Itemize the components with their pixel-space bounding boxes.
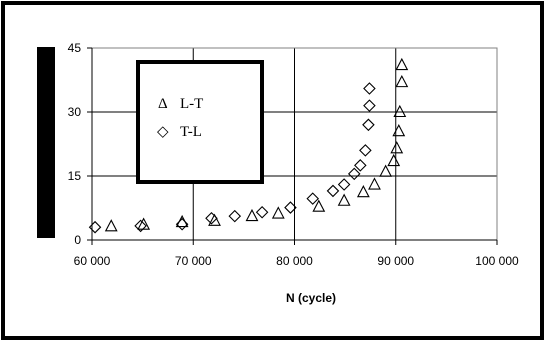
diamond-marker-tl <box>88 220 102 234</box>
triangle-marker-lt <box>175 214 189 228</box>
triangle-marker-lt <box>208 213 221 226</box>
y-axis-bar <box>37 47 55 238</box>
triangle-marker-lt <box>245 208 259 222</box>
x-tick-label: 80 000 <box>276 254 313 268</box>
legend-label-lt: L-T <box>180 96 203 112</box>
diamond-marker-tl <box>205 211 218 225</box>
legend-symbol-triangle: Δ <box>158 96 168 112</box>
axes <box>87 47 498 245</box>
triangle-marker-lt <box>395 57 409 71</box>
x-tick-label: 100 000 <box>475 254 519 268</box>
diamond-marker-tl <box>354 159 367 172</box>
y-tick-label: 30 <box>68 105 82 119</box>
legend-symbol-diamond: ◇ <box>157 124 169 140</box>
triangle-marker-lt <box>390 141 404 154</box>
triangle-marker-lt <box>312 199 326 212</box>
x-tick-label: 90 000 <box>377 254 414 268</box>
x-tick-label: 70 000 <box>175 254 212 268</box>
y-tick-label: 15 <box>68 169 82 183</box>
diamond-marker-tl <box>134 219 147 233</box>
diamond-marker-tl <box>362 118 375 132</box>
y-tick-label: 0 <box>74 233 81 247</box>
triangle-marker-lt <box>392 124 406 137</box>
diamond-marker-tl <box>306 192 320 205</box>
y-tick-labels: 0 15 30 45 <box>68 41 82 247</box>
diamond-marker-tl <box>359 144 372 157</box>
data-points <box>88 57 409 234</box>
y-tick-label: 45 <box>68 41 82 55</box>
x-tick-labels: 60 000 70 000 80 000 90 000 100 000 <box>74 254 519 268</box>
diamond-marker-tl <box>255 205 269 219</box>
triangle-marker-lt <box>337 193 351 206</box>
diamond-marker-tl <box>284 201 297 214</box>
diamond-marker-tl <box>337 178 351 191</box>
x-tick-label: 60 000 <box>74 254 111 268</box>
triangle-marker-lt <box>387 153 401 167</box>
triangle-marker-lt <box>379 164 393 177</box>
legend-box <box>136 60 264 184</box>
triangle-marker-lt <box>368 177 381 190</box>
diamond-marker-tl <box>347 167 361 181</box>
diamond-marker-tl <box>363 82 376 95</box>
diamond-marker-tl <box>228 209 242 223</box>
triangle-marker-lt <box>271 206 285 219</box>
legend-label-tl: T-L <box>180 124 202 140</box>
x-axis-title: N (cycle) <box>286 291 336 305</box>
triangle-marker-lt <box>393 104 407 118</box>
triangle-marker-lt <box>356 185 370 198</box>
diamond-marker-tl <box>326 184 340 198</box>
triangle-marker-lt <box>104 219 118 232</box>
diamond-marker-tl <box>175 217 189 231</box>
diamond-marker-tl <box>363 99 376 112</box>
legend: Δ L-T ◇ T-L <box>136 60 264 184</box>
triangle-marker-lt <box>395 74 409 88</box>
